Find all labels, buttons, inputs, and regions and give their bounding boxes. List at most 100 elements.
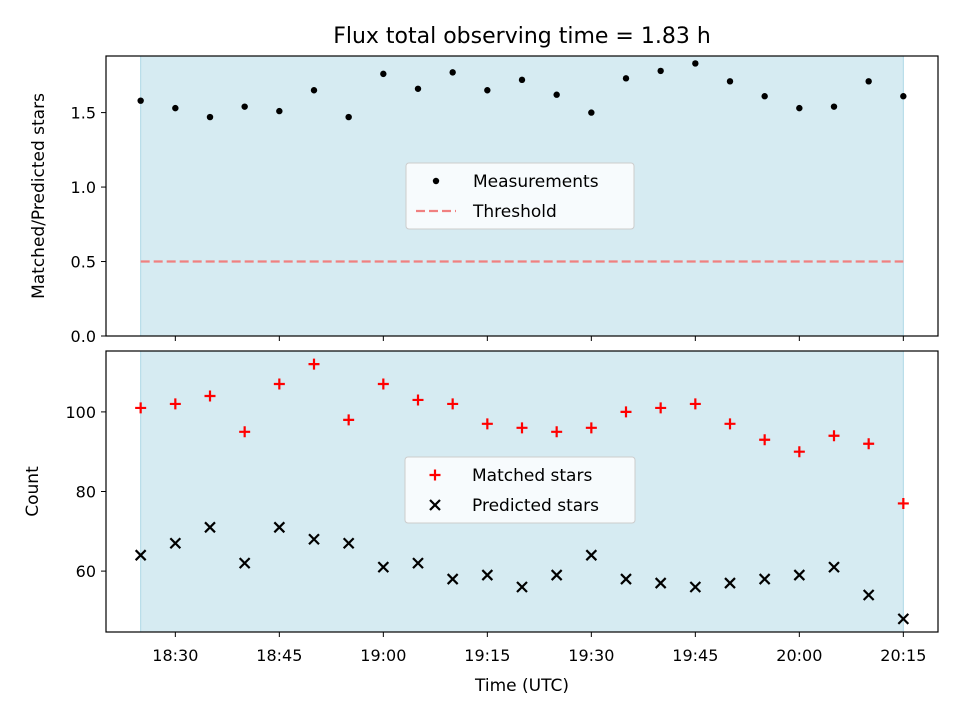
matched-stars-point [273,378,285,390]
predicted-stars-point [724,577,736,589]
predicted-stars-point [273,521,286,534]
measurement-point [172,104,179,112]
measurement-point [310,87,318,94]
measurement-point [241,103,248,110]
y-axis-label: Matched/Predicted stars [29,93,49,299]
x-tick-label: 19:15 [464,646,510,665]
y-tick-label: 60 [76,562,96,581]
legend-box [405,162,635,230]
matched-stars-point [516,422,528,434]
x-tick-label: 20:15 [880,646,926,665]
matched-stars-point [412,394,424,406]
legend: Measurements Threshold [405,162,635,230]
measurement-point [518,76,526,84]
measurement-point [206,113,214,121]
measurement-point [137,97,144,104]
legend-marker-measurements [432,177,440,185]
predicted-stars-point [828,561,840,573]
predicted-stars-point [412,557,424,569]
measurement-point [553,91,560,98]
x-tick-label: 20:00 [776,646,822,665]
matched-stars-point [759,434,771,446]
y-tick-label: 0.0 [71,327,96,346]
predicted-stars-point [793,569,806,581]
predicted-stars-point [134,549,147,561]
y-tick-label: 80 [76,483,96,502]
measurement-point [622,75,630,82]
measurement-point [796,104,803,112]
x-tick-label: 19:00 [360,646,406,665]
predicted-stars-point [481,569,494,581]
legend-marker-matched [429,469,441,481]
measurement-point [657,67,664,75]
legend: Matched stars Predicted stars [404,456,636,524]
y-axis-label: Count [23,466,43,517]
predicted-stars-point [897,613,910,625]
predicted-stars-point [620,573,632,585]
y-tick-label: 0.5 [71,253,96,272]
x-tick-label: 18:45 [256,646,302,665]
matched-stars-point [447,398,459,410]
matched-stars-point [551,426,563,438]
predicted-stars-point [342,537,355,550]
matched-stars-point [863,438,875,450]
ratio-panel: 0.0 0.5 1.0 1.5 Matched/Predicted stars Measu… [29,55,939,346]
matched-stars-point [481,418,493,430]
matched-stars-point [828,430,840,442]
x-tick-label: 19:30 [568,646,614,665]
legend-box [404,456,636,524]
predicted-stars-point [862,589,875,601]
predicted-stars-point [446,573,459,585]
matched-stars-point [377,378,389,390]
predicted-stars-point [169,537,182,550]
predicted-stars-point [377,561,390,573]
y-tick-label: 100 [65,403,96,422]
measurement-point [865,78,872,85]
matched-stars-point [239,426,251,438]
chart-title: Flux total observing time = 1.83 h [333,24,711,49]
measurement-point [588,109,595,116]
matched-stars-point [343,414,355,426]
measurement-point [414,85,422,92]
measurement-point [449,69,456,76]
measurement-point [726,78,734,85]
measurement-point [276,107,283,115]
matched-stars-point [204,390,216,402]
matched-stars-point [897,497,909,509]
matched-stars-point [655,402,667,414]
predicted-stars-point [516,581,528,593]
matched-stars-point [793,446,805,458]
predicted-stars-point [689,581,702,593]
legend-label: Measurements [473,172,599,192]
x-tick-label: 18:30 [152,646,198,665]
count-panel: 60 80 100 18:30 18:45 19:00 19:15 19:30 19:45 20:… [23,350,939,665]
measurement-point [830,103,838,110]
x-axis-label: Time (UTC) [474,676,569,696]
predicted-stars-point [204,521,216,534]
legend-label: Matched stars [472,466,592,486]
legend-marker-predicted [429,499,441,511]
matched-stars-point [689,398,701,410]
y-tick-label: 1.5 [71,104,96,123]
matched-stars-point [135,402,147,414]
measurement-point [761,93,768,100]
y-tick-label: 1.0 [71,178,96,197]
matched-stars-point [585,422,597,434]
matched-stars-point [620,406,632,418]
x-tick-label: 19:45 [672,646,718,665]
predicted-stars-point [238,557,251,569]
matched-stars-point [308,358,320,370]
legend-label: Threshold [472,202,557,222]
measurement-point [380,70,387,78]
matched-stars-point [169,398,181,410]
measurement-point [900,93,907,100]
predicted-stars-point [654,577,667,589]
matched-stars-point [724,418,736,430]
predicted-stars-point [585,549,598,561]
measurement-point [692,60,699,67]
axes-frame [105,55,939,337]
predicted-stars-point [308,533,320,546]
predicted-stars-point [758,573,771,585]
axes-frame [105,350,939,633]
